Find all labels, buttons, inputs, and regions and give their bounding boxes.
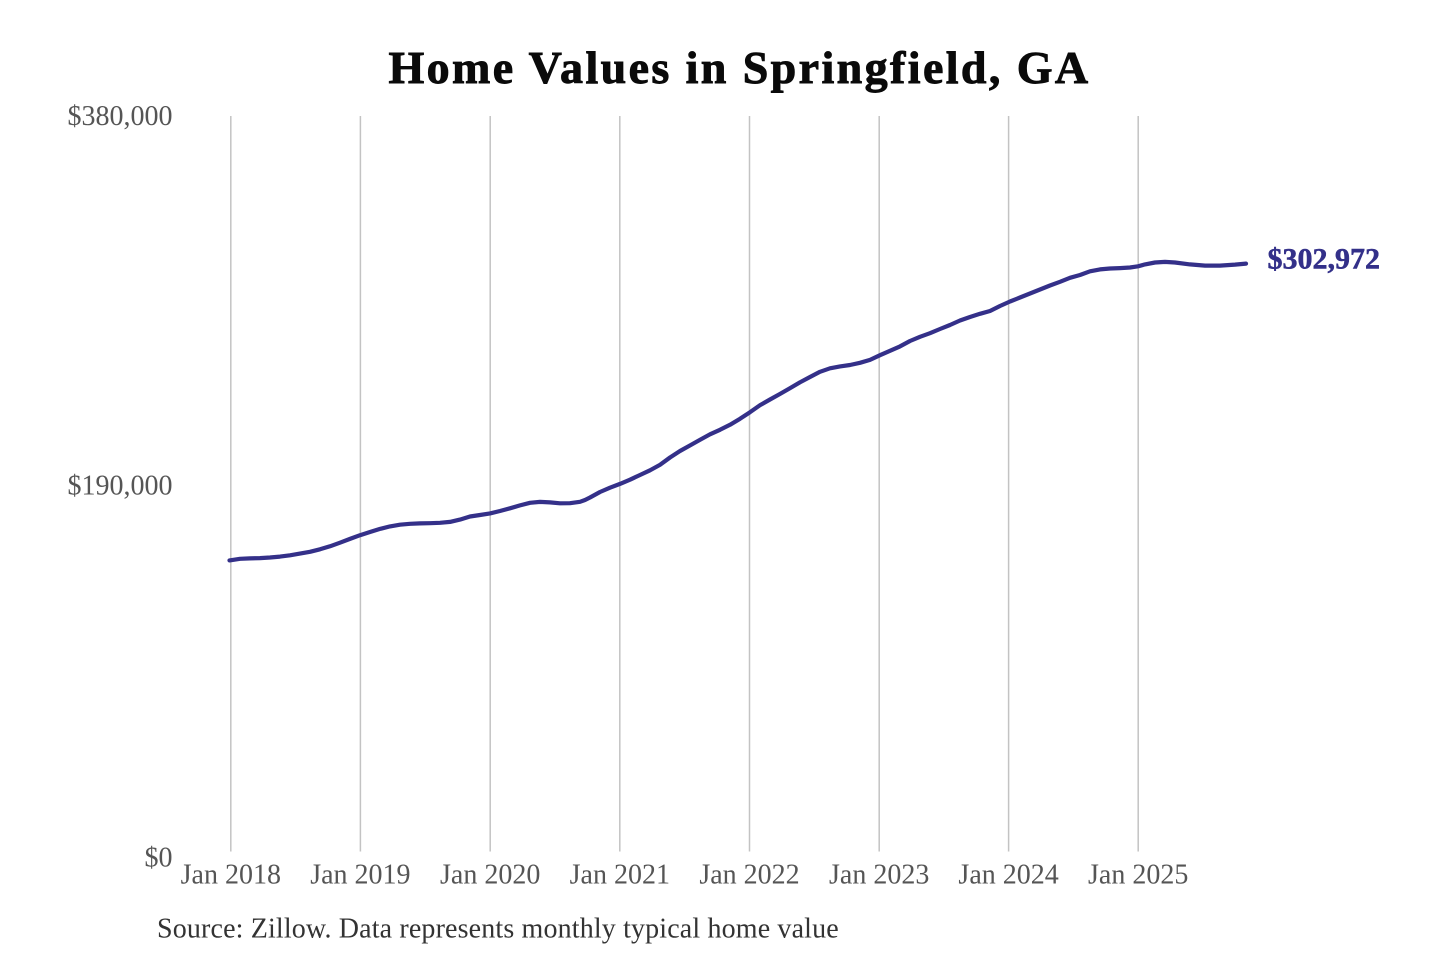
svg-text:Jan 2022: Jan 2022: [699, 859, 799, 890]
svg-text:$190,000: $190,000: [68, 471, 173, 502]
svg-text:Jan 2019: Jan 2019: [310, 859, 410, 890]
svg-text:Jan 2020: Jan 2020: [440, 859, 540, 890]
svg-text:Jan 2021: Jan 2021: [570, 859, 670, 890]
svg-text:$380,000: $380,000: [68, 101, 173, 132]
svg-text:$0: $0: [145, 842, 173, 873]
svg-text:Jan 2023: Jan 2023: [829, 859, 929, 890]
svg-text:Home Values in Springfield, GA: Home Values in Springfield, GA: [388, 42, 1090, 93]
svg-text:$302,972: $302,972: [1268, 242, 1381, 275]
svg-text:Jan 2024: Jan 2024: [958, 859, 1058, 890]
svg-text:Jan 2018: Jan 2018: [181, 859, 281, 890]
svg-text:Source: Zillow. Data represent: Source: Zillow. Data represents monthly …: [157, 914, 839, 945]
svg-text:Jan 2025: Jan 2025: [1088, 859, 1188, 890]
